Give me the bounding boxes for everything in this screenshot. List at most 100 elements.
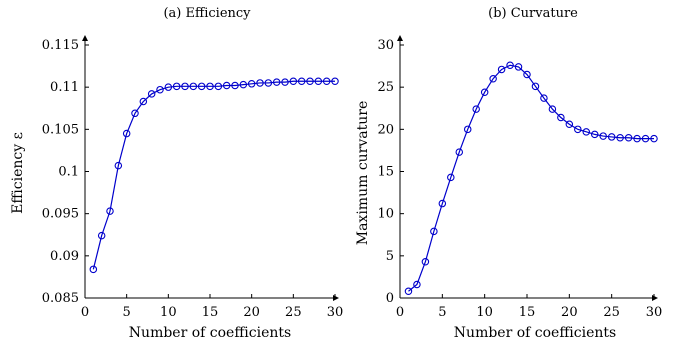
data-point <box>147 90 156 98</box>
data-point <box>189 82 198 91</box>
data-point <box>139 97 148 106</box>
x-tick-label: 25 <box>285 305 302 320</box>
data-point <box>506 61 514 69</box>
x-tick-label: 20 <box>243 305 260 320</box>
y-tick-label: 0.1 <box>58 165 79 180</box>
y-tick-label: 0.105 <box>42 122 79 137</box>
x-tick-label: 30 <box>327 305 344 320</box>
x-tick-label: 15 <box>202 305 219 320</box>
y-tick-label: 0.115 <box>42 38 79 53</box>
y-axis-label: Efficiency ε <box>10 132 26 214</box>
data-point <box>447 173 455 182</box>
y-tick-label: 0.095 <box>42 207 79 222</box>
y-tick-label: 30 <box>377 38 394 53</box>
data-point <box>514 63 523 71</box>
data-point <box>480 88 489 96</box>
x-tick-label: 25 <box>603 305 620 320</box>
data-point <box>430 227 438 236</box>
data-point <box>633 134 641 143</box>
data-point <box>289 77 298 86</box>
y-tick-label: 10 <box>377 207 394 222</box>
data-point <box>222 81 231 90</box>
data-point <box>89 265 98 274</box>
y-tick-label: 0 <box>386 291 394 306</box>
data-point <box>438 199 447 208</box>
data-point <box>122 129 131 138</box>
chart-title: (a) Efficiency <box>163 6 251 21</box>
data-point <box>616 134 624 142</box>
x-tick-label: 20 <box>561 305 578 320</box>
data-point <box>247 80 256 88</box>
efficiency-chart: (a) Efficiency Number of coefficients Ef… <box>10 6 343 341</box>
data-point <box>497 65 506 74</box>
series-line <box>408 64 654 292</box>
data-point <box>565 120 574 129</box>
x-tick-label: 30 <box>646 305 663 320</box>
x-tick-label: 10 <box>160 305 177 320</box>
data-point <box>197 82 206 91</box>
x-tick-label: 5 <box>438 305 446 320</box>
data-point <box>463 125 472 134</box>
data-point <box>413 280 421 289</box>
y-axis-label: Maximum curvature <box>355 101 371 246</box>
y-tick-label: 5 <box>386 249 394 264</box>
chart-title: (b) Curvature <box>488 6 578 21</box>
data-point <box>264 79 273 87</box>
data-point <box>582 128 591 136</box>
x-tick-label: 0 <box>81 305 89 320</box>
data-point <box>156 85 164 94</box>
data-point <box>114 161 123 170</box>
x-tick-label: 5 <box>123 305 131 320</box>
data-point <box>574 125 582 134</box>
data-point <box>239 80 248 89</box>
data-point <box>214 82 223 91</box>
y-axis-arrow <box>397 35 403 41</box>
data-point <box>404 287 413 295</box>
data-point <box>590 130 599 139</box>
data-point <box>472 105 480 113</box>
data-point <box>106 207 114 215</box>
data-point <box>421 257 430 266</box>
data-point <box>256 79 264 87</box>
x-axis-arrow <box>333 295 339 301</box>
data-point <box>599 132 607 140</box>
data-point <box>164 83 173 91</box>
x-axis-label: Number of coefficients <box>129 325 291 341</box>
x-tick-label: 0 <box>396 305 404 320</box>
data-point <box>489 74 497 83</box>
data-point <box>306 77 314 86</box>
data-point <box>172 82 181 91</box>
data-point <box>231 81 239 90</box>
data-point <box>322 77 331 86</box>
data-point <box>455 148 464 156</box>
data-point <box>650 134 658 143</box>
data-point <box>624 134 633 142</box>
y-tick-label: 0.11 <box>50 80 79 95</box>
y-tick-label: 20 <box>377 122 394 137</box>
data-point <box>548 105 557 113</box>
data-point <box>331 77 339 86</box>
data-point <box>281 78 289 86</box>
x-tick-label: 10 <box>476 305 493 320</box>
y-tick-label: 0.085 <box>42 291 79 306</box>
curvature-chart: (b) Curvature Number of coefficients Max… <box>355 6 662 341</box>
data-point <box>607 133 616 141</box>
data-point <box>206 82 214 91</box>
x-axis-arrow <box>652 295 658 301</box>
data-point <box>272 78 281 86</box>
data-point <box>540 94 548 102</box>
data-point <box>131 109 139 118</box>
y-tick-label: 25 <box>377 80 394 95</box>
data-point <box>641 134 650 143</box>
data-point <box>523 70 531 79</box>
y-axis-arrow <box>82 35 88 41</box>
y-tick-label: 0.09 <box>50 249 79 264</box>
series-line <box>92 80 335 270</box>
data-point <box>557 113 565 122</box>
data-point <box>97 231 106 240</box>
x-tick-label: 15 <box>519 305 536 320</box>
x-axis-label: Number of coefficients <box>454 325 616 341</box>
data-point <box>297 77 306 86</box>
data-point <box>314 77 323 86</box>
